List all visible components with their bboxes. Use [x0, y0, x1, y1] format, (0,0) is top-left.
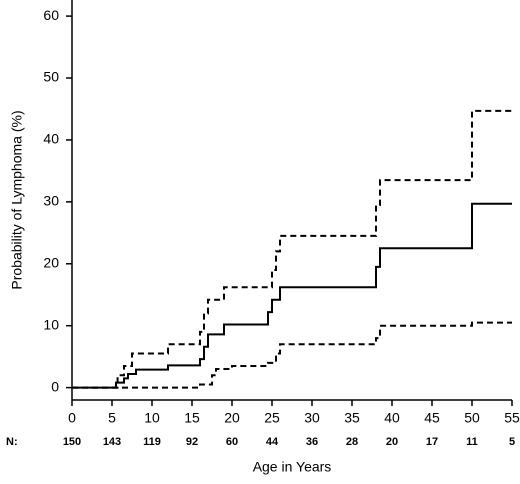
at-risk-count: 11 [466, 436, 478, 448]
step-line [72, 202, 512, 389]
x-tick-label: 45 [424, 410, 440, 426]
at-risk-count: 119 [143, 436, 161, 448]
x-tick-label: 20 [224, 410, 240, 426]
x-tick-label: 40 [384, 410, 400, 426]
at-risk-count: 28 [346, 436, 358, 448]
y-tick-label: 60 [43, 7, 59, 23]
x-tick-label: 25 [264, 410, 280, 426]
x-tick-label: 15 [184, 410, 200, 426]
at-risk-count: 17 [426, 436, 438, 448]
at-risk-count: 143 [103, 436, 121, 448]
y-tick-label: 0 [51, 378, 59, 394]
x-tick-label: 0 [68, 410, 76, 426]
y-tick-label: 30 [43, 193, 59, 209]
x-tick-label: 5 [108, 410, 116, 426]
x-tick-label: 50 [464, 410, 480, 426]
at-risk-count: 20 [386, 436, 398, 448]
y-tick-label: 50 [43, 69, 59, 85]
at-risk-count: 92 [186, 436, 198, 448]
x-tick-label: 55 [504, 410, 520, 426]
at-risk-count: 5 [509, 436, 515, 448]
y-tick-label: 40 [43, 131, 59, 147]
at-risk-count: 36 [306, 436, 318, 448]
step-line [72, 109, 512, 389]
x-axis-label: Age in Years [253, 459, 332, 475]
at-risk-count: 44 [266, 436, 279, 448]
at-risk-count: 150 [63, 436, 81, 448]
x-tick-label: 30 [304, 410, 320, 426]
x-tick-label: 35 [344, 410, 360, 426]
at-risk-label: N: [6, 436, 18, 448]
y-axis-label: Probability of Lymphoma (%) [9, 110, 25, 289]
at-risk-count: 60 [226, 436, 238, 448]
step-line [72, 321, 512, 389]
y-tick-label: 20 [43, 254, 59, 270]
y-tick-label: 10 [43, 316, 59, 332]
x-tick-label: 10 [144, 410, 160, 426]
